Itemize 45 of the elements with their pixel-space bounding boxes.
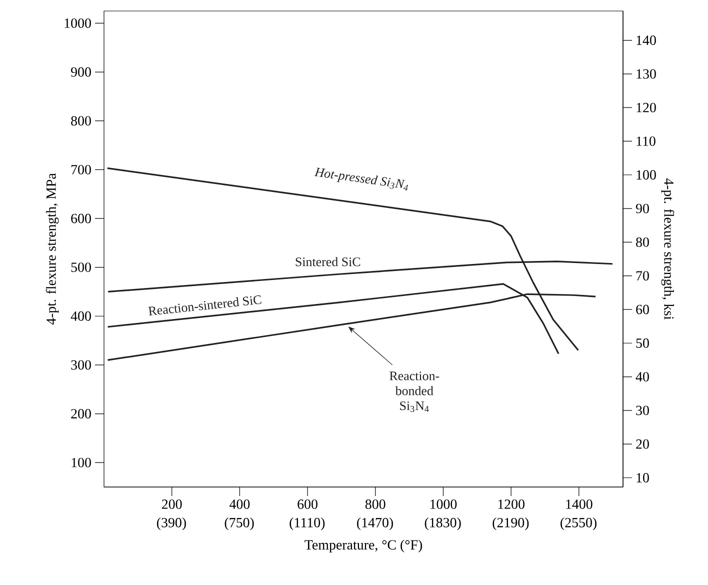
y2-tick-label: 120 (636, 102, 656, 112)
x2-tick-label: (750) (224, 518, 254, 530)
y2-tick-label: 50 (636, 338, 649, 348)
y-tick-label: 800 (71, 116, 91, 126)
y-tick-label: 700 (71, 164, 91, 174)
y2-tick-label: 130 (636, 69, 656, 79)
x-tick-label: 1200 (498, 500, 524, 509)
y-tick-label: 200 (71, 409, 91, 418)
y2-tick-label: 40 (636, 372, 649, 382)
x2-tick-label: (1470) (357, 518, 393, 530)
x2-tick-label: (1830) (424, 518, 461, 530)
y2-tick-label: 20 (636, 439, 649, 449)
y-tick-label: 300 (71, 360, 91, 370)
x2-tick-label: (2550) (560, 518, 597, 530)
y2-tick-label: 30 (636, 406, 649, 416)
x2-tick-label: (390) (156, 518, 186, 530)
x2-tick-label: (2190) (492, 518, 529, 530)
y2-tick-label: 110 (636, 136, 656, 146)
y-tick-label: 900 (71, 67, 91, 77)
x-tick-label: 800 (365, 500, 386, 509)
y2-tick-label: 10 (636, 473, 649, 482)
y-axis-title: 4-pt. flexure strength, MPa (46, 173, 59, 325)
x2-tick-label: (1110) (290, 518, 325, 530)
y2-axis-title: 4-pt. flexure strength, ksi (661, 178, 674, 320)
y-tick-label: 600 (71, 214, 91, 224)
y2-tick-label: 100 (636, 170, 656, 180)
y2-tick-label: 140 (636, 36, 656, 45)
x-tick-label: 1000 (430, 500, 457, 509)
text: Hot-pressed Si$_{3}$N$_{4}$ (314, 168, 408, 191)
x-tick-label: 600 (298, 500, 318, 509)
y-tick-label: 1000 (64, 18, 91, 28)
text: Reaction-bonded Si$_{3}$N$_{4}$ (390, 372, 440, 412)
y2-tick-label: 80 (636, 237, 649, 247)
y2-tick-label: 90 (636, 204, 649, 214)
text: Reaction-sintered SiC (148, 295, 262, 316)
y2-tick-label: 60 (636, 304, 649, 314)
x-axis-title: Temperature, °C (°F) (304, 540, 422, 552)
series-label: Sintered SiC (296, 257, 360, 266)
y-tick-label: 100 (72, 458, 91, 468)
x-tick-label: 1400 (566, 500, 592, 509)
x-tick-label: 400 (229, 500, 250, 509)
y2-tick-label: 70 (636, 271, 649, 281)
y-tick-label: 500 (71, 262, 91, 272)
x-tick-label: 200 (162, 500, 182, 509)
y-tick-label: 400 (70, 311, 91, 321)
